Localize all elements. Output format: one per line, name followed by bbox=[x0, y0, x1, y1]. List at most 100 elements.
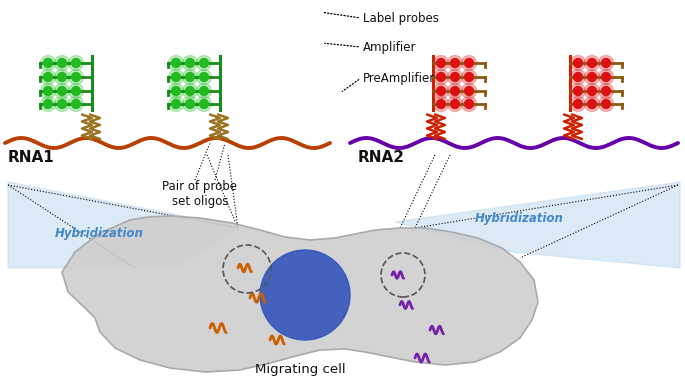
Circle shape bbox=[199, 73, 208, 81]
Circle shape bbox=[197, 55, 212, 71]
Circle shape bbox=[571, 55, 586, 71]
Circle shape bbox=[71, 58, 81, 68]
Circle shape bbox=[58, 99, 66, 108]
Circle shape bbox=[171, 86, 181, 96]
Circle shape bbox=[186, 58, 195, 68]
Text: Pair of probe
set oligos: Pair of probe set oligos bbox=[162, 180, 238, 208]
Text: RNA1: RNA1 bbox=[8, 150, 55, 165]
Circle shape bbox=[171, 73, 181, 81]
Circle shape bbox=[58, 58, 66, 68]
Circle shape bbox=[434, 55, 449, 71]
Circle shape bbox=[584, 70, 599, 84]
Circle shape bbox=[601, 73, 610, 81]
Circle shape bbox=[169, 84, 184, 99]
Circle shape bbox=[584, 97, 599, 112]
Circle shape bbox=[58, 86, 66, 96]
Circle shape bbox=[451, 99, 460, 108]
Circle shape bbox=[68, 97, 84, 112]
Circle shape bbox=[599, 55, 614, 71]
Circle shape bbox=[584, 84, 599, 99]
Text: Hybridization: Hybridization bbox=[55, 227, 144, 240]
Circle shape bbox=[573, 73, 582, 81]
Circle shape bbox=[68, 70, 84, 84]
Circle shape bbox=[462, 97, 477, 112]
Circle shape bbox=[197, 97, 212, 112]
Circle shape bbox=[447, 55, 462, 71]
Circle shape bbox=[169, 55, 184, 71]
Circle shape bbox=[182, 97, 197, 112]
Circle shape bbox=[40, 70, 55, 84]
Circle shape bbox=[462, 55, 477, 71]
Circle shape bbox=[68, 55, 84, 71]
Circle shape bbox=[588, 58, 597, 68]
Text: Hybridization: Hybridization bbox=[475, 212, 564, 225]
Circle shape bbox=[436, 73, 445, 81]
Circle shape bbox=[171, 58, 181, 68]
Circle shape bbox=[588, 99, 597, 108]
Circle shape bbox=[44, 73, 53, 81]
Circle shape bbox=[451, 73, 460, 81]
Circle shape bbox=[71, 73, 81, 81]
Circle shape bbox=[71, 86, 81, 96]
Circle shape bbox=[571, 97, 586, 112]
Circle shape bbox=[588, 86, 597, 96]
Polygon shape bbox=[62, 216, 538, 372]
Circle shape bbox=[44, 58, 53, 68]
Text: PreAmplifier: PreAmplifier bbox=[363, 71, 435, 84]
Circle shape bbox=[588, 73, 597, 81]
Circle shape bbox=[169, 70, 184, 84]
Circle shape bbox=[199, 99, 208, 108]
Circle shape bbox=[434, 97, 449, 112]
Circle shape bbox=[447, 97, 462, 112]
Circle shape bbox=[601, 86, 610, 96]
Circle shape bbox=[71, 99, 81, 108]
Polygon shape bbox=[395, 182, 680, 268]
Circle shape bbox=[55, 97, 69, 112]
Circle shape bbox=[599, 84, 614, 99]
Circle shape bbox=[436, 86, 445, 96]
Circle shape bbox=[182, 70, 197, 84]
Circle shape bbox=[58, 73, 66, 81]
Circle shape bbox=[436, 99, 445, 108]
Text: Label probes: Label probes bbox=[363, 11, 439, 24]
Circle shape bbox=[55, 70, 69, 84]
Circle shape bbox=[571, 70, 586, 84]
Circle shape bbox=[584, 55, 599, 71]
Circle shape bbox=[447, 70, 462, 84]
Circle shape bbox=[197, 84, 212, 99]
Circle shape bbox=[40, 84, 55, 99]
Circle shape bbox=[55, 84, 69, 99]
Circle shape bbox=[464, 73, 473, 81]
Circle shape bbox=[55, 55, 69, 71]
Circle shape bbox=[169, 97, 184, 112]
Circle shape bbox=[464, 99, 473, 108]
Circle shape bbox=[464, 86, 473, 96]
Circle shape bbox=[571, 84, 586, 99]
Circle shape bbox=[182, 55, 197, 71]
Circle shape bbox=[464, 58, 473, 68]
Circle shape bbox=[199, 86, 208, 96]
Circle shape bbox=[447, 84, 462, 99]
Circle shape bbox=[573, 58, 582, 68]
Circle shape bbox=[434, 70, 449, 84]
Circle shape bbox=[40, 55, 55, 71]
Circle shape bbox=[186, 99, 195, 108]
Circle shape bbox=[434, 84, 449, 99]
Circle shape bbox=[436, 58, 445, 68]
Circle shape bbox=[44, 86, 53, 96]
Circle shape bbox=[186, 73, 195, 81]
Circle shape bbox=[451, 86, 460, 96]
Circle shape bbox=[451, 58, 460, 68]
Circle shape bbox=[186, 86, 195, 96]
Circle shape bbox=[199, 58, 208, 68]
Circle shape bbox=[44, 99, 53, 108]
Circle shape bbox=[260, 250, 350, 340]
Circle shape bbox=[573, 86, 582, 96]
Circle shape bbox=[197, 70, 212, 84]
Circle shape bbox=[599, 70, 614, 84]
Circle shape bbox=[462, 84, 477, 99]
Text: Migrating cell: Migrating cell bbox=[255, 363, 345, 376]
Circle shape bbox=[601, 58, 610, 68]
Circle shape bbox=[462, 70, 477, 84]
Circle shape bbox=[601, 99, 610, 108]
